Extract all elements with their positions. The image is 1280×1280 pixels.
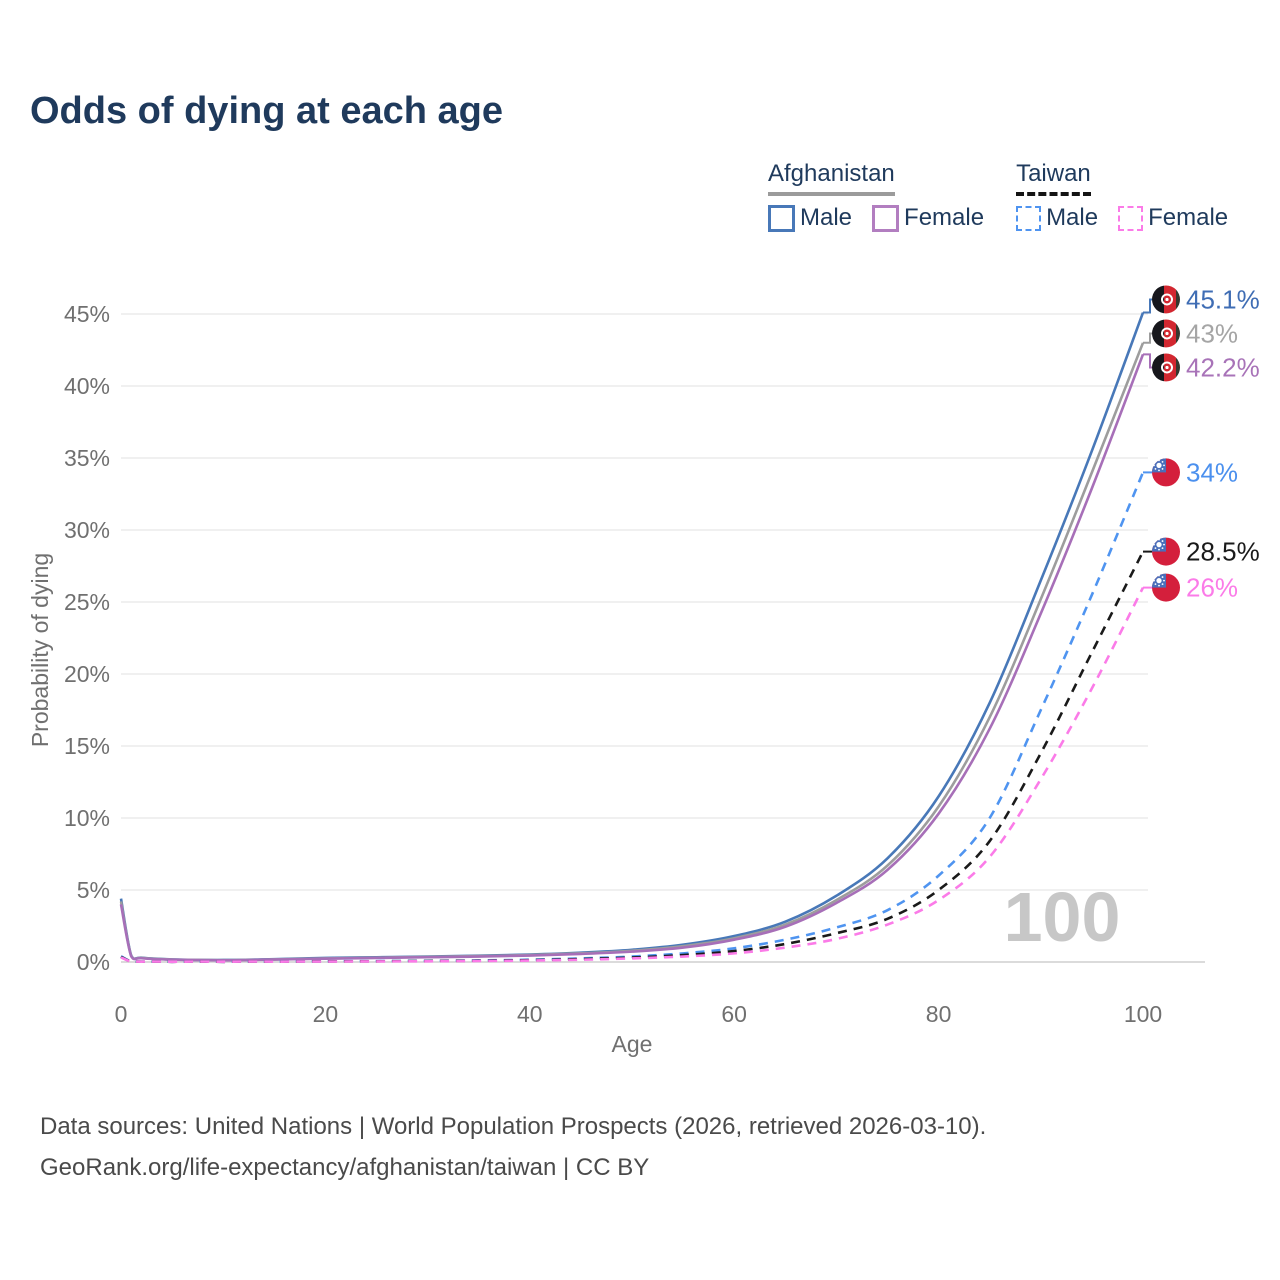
legend-item-afghanistan-female[interactable]: Female (872, 204, 984, 232)
taiwan-flag-icon (1152, 458, 1180, 487)
afghanistan-flag-icon (1152, 285, 1180, 314)
legend-item-label: Male (800, 204, 853, 231)
x-tick-label: 0 (115, 1001, 128, 1027)
age-watermark: 100 (1004, 878, 1121, 956)
series-line-taiwan-total[interactable] (120, 551, 1145, 964)
legend-item-label: Female (1148, 204, 1229, 231)
x-tick-label: 100 (1124, 1001, 1162, 1027)
legend-group-afghanistan: Afghanistan Male Female (768, 160, 984, 232)
male-solid-swatch (768, 204, 795, 232)
end-label-taiwan-male: 34% (1186, 457, 1238, 487)
end-label-connector (1143, 353, 1152, 369)
legend-row-afghanistan: Male Female (768, 204, 984, 232)
legend-item-label: Male (1046, 204, 1099, 231)
series-line-afghanistan-total[interactable] (119, 342, 1145, 962)
page-title: Odds of dying at each age (30, 90, 503, 132)
legend-country-taiwan[interactable]: Taiwan (1016, 160, 1091, 196)
y-axis-title: Probability of dying (27, 553, 53, 747)
y-tick-label: 40% (64, 373, 110, 399)
attribution-line: GeoRank.org/life-expectancy/afghanistan/… (40, 1154, 650, 1181)
y-tick-label: 0% (77, 949, 110, 975)
y-tick-label: 15% (64, 733, 110, 759)
female-solid-swatch (872, 204, 900, 232)
x-tick-label: 60 (721, 1001, 747, 1027)
x-tick-label: 40 (517, 1001, 543, 1027)
legend-row-taiwan: Male Female (1016, 204, 1228, 232)
end-label-connector (1143, 298, 1152, 314)
end-label-afghanistan-total: 43% (1186, 318, 1238, 348)
y-tick-label: 20% (64, 661, 110, 687)
footer: Data sources: United Nations | World Pop… (40, 1106, 986, 1188)
afghanistan-flag-icon (1152, 353, 1180, 382)
x-tick-label: 20 (313, 1001, 339, 1027)
taiwan-flag-icon (1152, 573, 1180, 602)
legend-item-taiwan-male[interactable]: Male (1016, 204, 1098, 232)
legend-item-afghanistan-male[interactable]: Male (768, 204, 852, 232)
end-label-afghanistan-male: 45.1% (1186, 284, 1260, 314)
legend: Afghanistan Male Female Taiwan Male Fema… (768, 160, 1228, 232)
legend-country-afghanistan[interactable]: Afghanistan (768, 160, 895, 196)
end-label-connector (1143, 332, 1152, 344)
y-tick-label: 35% (64, 445, 110, 471)
series-line-taiwan-female[interactable] (120, 587, 1145, 964)
legend-item-label: Female (904, 204, 985, 231)
end-label-taiwan-female: 26% (1186, 573, 1238, 603)
afghanistan-flag-icon (1152, 319, 1180, 348)
end-label-taiwan-total: 28.5% (1186, 537, 1260, 567)
male-dashed-swatch (1016, 205, 1042, 231)
legend-group-taiwan: Taiwan Male Female (1016, 160, 1228, 232)
y-tick-label: 45% (64, 301, 110, 327)
y-tick-label: 25% (64, 589, 110, 615)
female-dashed-swatch (1118, 205, 1144, 231)
y-tick-label: 30% (64, 517, 110, 543)
x-tick-label: 80 (926, 1001, 952, 1027)
end-label-afghanistan-female: 42.2% (1186, 352, 1260, 382)
series-line-afghanistan-male[interactable] (119, 312, 1145, 962)
x-axis-title: Age (612, 1031, 653, 1057)
series-line-afghanistan-female[interactable] (119, 353, 1145, 962)
taiwan-flag-icon (1152, 537, 1180, 566)
y-tick-label: 5% (77, 877, 110, 903)
y-tick-label: 10% (64, 805, 110, 831)
data-sources-line: Data sources: United Nations | World Pop… (40, 1113, 987, 1140)
legend-item-taiwan-female[interactable]: Female (1118, 204, 1228, 232)
